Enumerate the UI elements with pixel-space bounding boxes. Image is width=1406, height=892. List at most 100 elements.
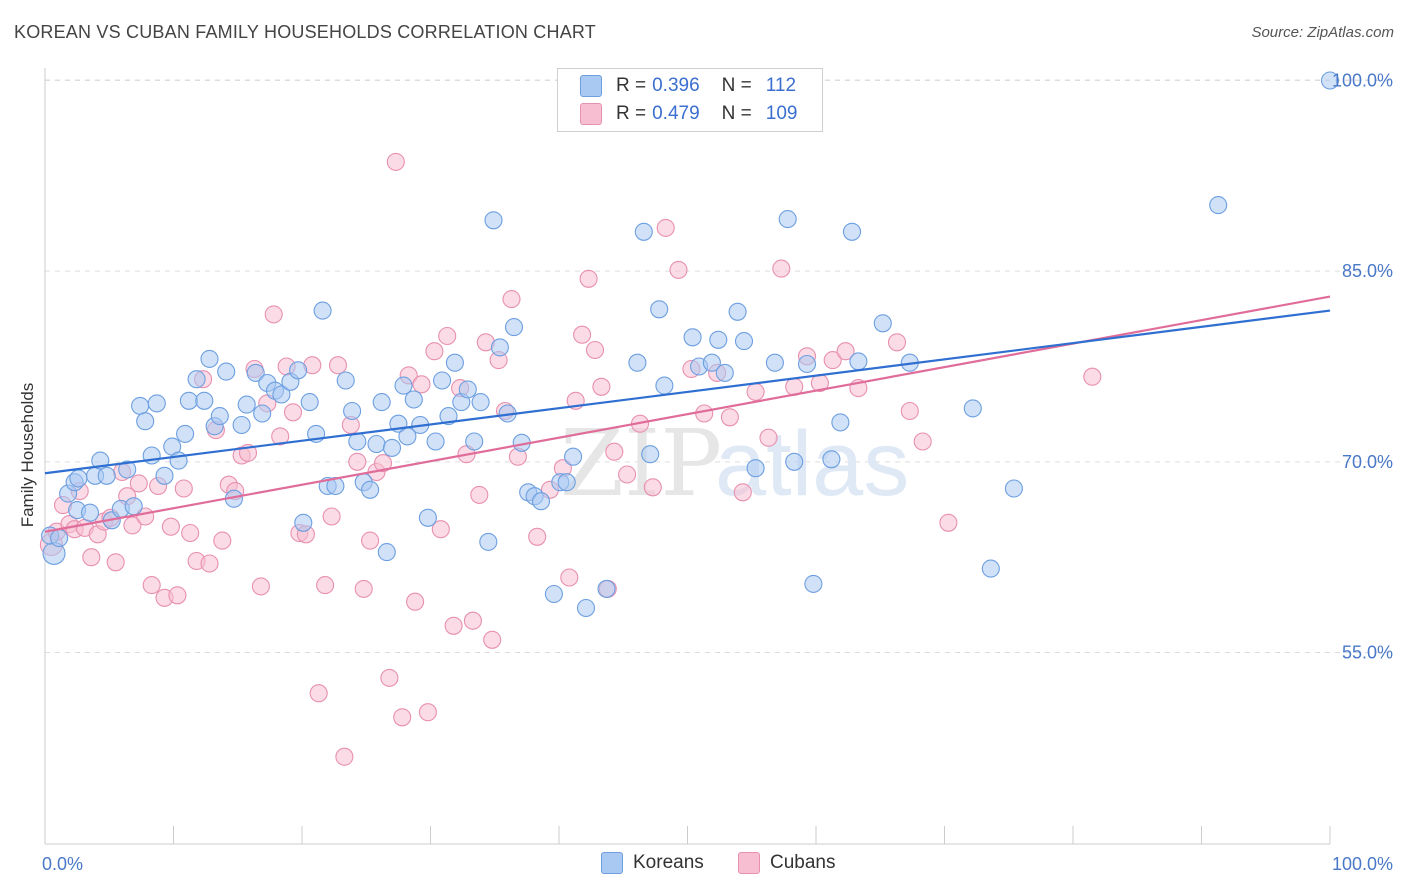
cuban-point	[579, 269, 598, 288]
cuban-point	[528, 527, 547, 546]
korean-point	[634, 222, 653, 241]
series-legend: Koreans Cubans	[0, 852, 1406, 878]
cuban-point	[772, 259, 791, 278]
korean-point	[465, 432, 484, 451]
korean-point	[343, 401, 362, 421]
korean-point	[490, 338, 509, 357]
cuban-point	[836, 342, 855, 361]
korean-point	[200, 349, 219, 368]
korean-point	[849, 352, 868, 371]
stats-legend: R = 0.396 N = 112 R = 0.479 N = 109	[557, 68, 823, 132]
y-tick-label: 85.0%	[1342, 261, 1393, 281]
korean-point	[728, 302, 747, 321]
cuban-trend-line	[44, 295, 1331, 533]
korean-point	[1209, 196, 1228, 215]
korean-point	[300, 393, 319, 412]
cuban-point	[322, 507, 341, 526]
korean-point	[785, 452, 804, 471]
korean-point	[313, 301, 332, 320]
cuban-point	[695, 404, 714, 423]
cuban-point	[386, 152, 405, 171]
korean-point	[873, 314, 892, 333]
korean-point	[804, 574, 823, 593]
cuban-point	[106, 553, 125, 572]
korean-point	[217, 362, 236, 381]
cuban-point	[733, 483, 752, 502]
korean-point	[544, 584, 563, 604]
cuban-point	[412, 375, 431, 394]
korean-point	[715, 363, 734, 382]
tick-labels: 55.0% 70.0% 85.0% 100.0% 0.0% 100.0%	[42, 71, 1393, 875]
korean-point	[433, 371, 452, 390]
legend-r-value: 0.479	[652, 103, 700, 124]
series-label-cubans: Cubans	[770, 852, 836, 873]
korean-point	[831, 413, 850, 432]
korean-point	[655, 376, 674, 395]
cuban-point	[361, 531, 380, 550]
cuban-point	[129, 474, 148, 493]
korean-points	[41, 71, 1340, 618]
korean-point	[842, 222, 862, 241]
korean-point	[471, 393, 490, 412]
cuban-point	[913, 432, 932, 451]
legend-row-koreans: R = 0.396 N = 112	[580, 74, 796, 98]
legend-row-cubans: R = 0.479 N = 109	[580, 102, 797, 126]
korean-point	[237, 395, 256, 414]
korean-point	[641, 445, 660, 464]
korean-point	[361, 480, 380, 499]
korean-point	[963, 399, 982, 418]
cuban-point	[123, 516, 142, 535]
korean-point	[484, 211, 503, 230]
korean-point	[709, 330, 728, 349]
korean-point	[557, 473, 576, 492]
korean-point	[50, 529, 69, 548]
korean-point	[136, 412, 155, 431]
legend-n-value: 109	[765, 103, 798, 124]
legend-swatch-cubans	[580, 103, 602, 125]
korean-point	[187, 370, 206, 389]
cuban-point	[264, 305, 283, 324]
korean-point	[155, 466, 174, 485]
cuban-point	[418, 703, 437, 722]
korean-point	[272, 385, 291, 404]
korean-point	[179, 391, 198, 410]
x-tick-label: 100.0%	[1332, 854, 1393, 874]
series-label-koreans: Koreans	[633, 852, 704, 873]
korean-point	[439, 407, 458, 426]
chart-title: KOREAN VS CUBAN FAMILY HOUSEHOLDS CORREL…	[14, 22, 596, 42]
korean-point	[377, 543, 396, 562]
korean-point	[294, 513, 313, 532]
korean-point	[683, 328, 702, 347]
korean-point	[746, 459, 765, 478]
cuban-point	[643, 478, 662, 497]
cuban-point	[483, 630, 502, 649]
legend-n-label: N =	[721, 75, 752, 96]
korean-point	[124, 497, 143, 516]
legend-r-value: 0.396	[652, 75, 700, 96]
cuban-point	[200, 554, 219, 573]
source-note: Source: ZipAtlas.com	[1251, 24, 1394, 41]
cuban-point	[939, 513, 958, 532]
cuban-point	[470, 485, 489, 504]
cuban-point	[251, 577, 270, 596]
y-tick-label: 100.0%	[1332, 71, 1393, 91]
legend-swatch-koreans	[580, 75, 602, 97]
series-swatch-koreans	[601, 852, 623, 874]
series-legend-cubans[interactable]: Cubans	[738, 852, 836, 874]
cuban-point	[592, 377, 611, 396]
cuban-point	[720, 408, 739, 427]
korean-point	[418, 508, 437, 527]
korean-point	[394, 376, 413, 395]
korean-point	[765, 353, 784, 372]
cuban-point	[605, 442, 624, 461]
korean-point	[650, 300, 669, 319]
korean-point	[69, 469, 88, 488]
trend-lines	[44, 295, 1331, 533]
cuban-point	[618, 465, 637, 484]
cuban-point	[746, 382, 765, 401]
korean-trend-line	[44, 309, 1331, 475]
cuban-point	[438, 326, 457, 346]
cuban-point	[335, 747, 354, 766]
series-legend-koreans[interactable]: Koreans	[601, 852, 704, 874]
